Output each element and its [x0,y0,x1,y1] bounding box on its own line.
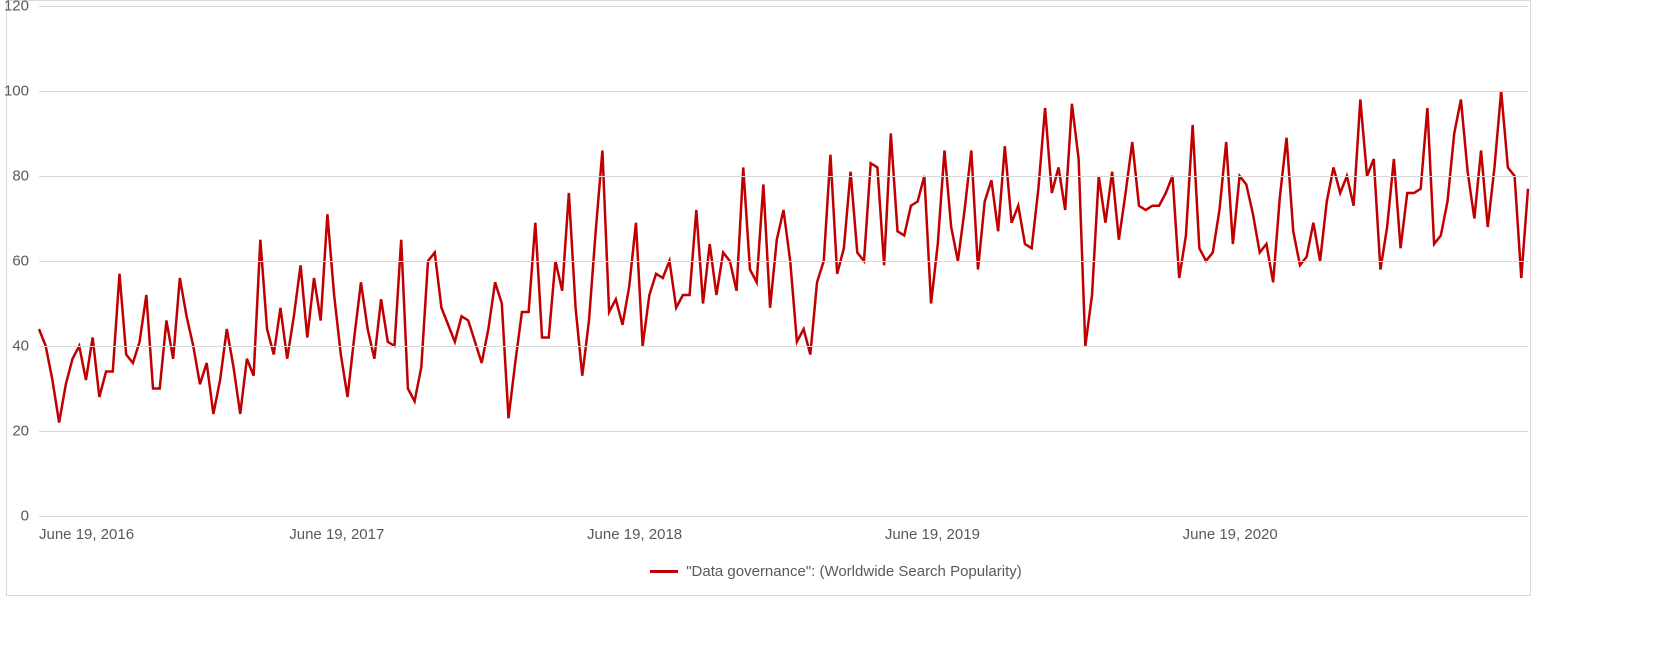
x-tick-label: June 19, 2019 [885,516,980,543]
grid-line-y [39,176,1528,177]
grid-line-y [39,346,1528,347]
legend-label: "Data governance": (Worldwide Search Pop… [686,563,1022,580]
y-tick-label: 20 [12,423,39,440]
grid-line-y [39,516,1528,517]
series-polyline [39,91,1528,423]
x-tick-label: June 19, 2018 [587,516,682,543]
grid-line-y [39,431,1528,432]
x-tick-label: June 19, 2016 [39,516,134,543]
y-tick-label: 40 [12,338,39,355]
y-tick-label: 120 [4,0,39,15]
grid-line-y [39,91,1528,92]
x-tick-label: June 19, 2020 [1183,516,1278,543]
x-tick-label: June 19, 2017 [289,516,384,543]
y-tick-label: 100 [4,83,39,100]
y-tick-label: 0 [21,508,39,525]
legend-swatch [650,570,678,573]
plot-area: 020406080100120June 19, 2016June 19, 201… [39,6,1528,516]
legend: "Data governance": (Worldwide Search Pop… [0,563,1672,580]
y-tick-label: 60 [12,253,39,270]
grid-line-y [39,261,1528,262]
chart-container: 0 20 40 60 80 100 120 June 19, 2016 June 19, 201… [0,0,1672,652]
y-tick-label: 80 [12,168,39,185]
grid-line-y [39,6,1528,7]
